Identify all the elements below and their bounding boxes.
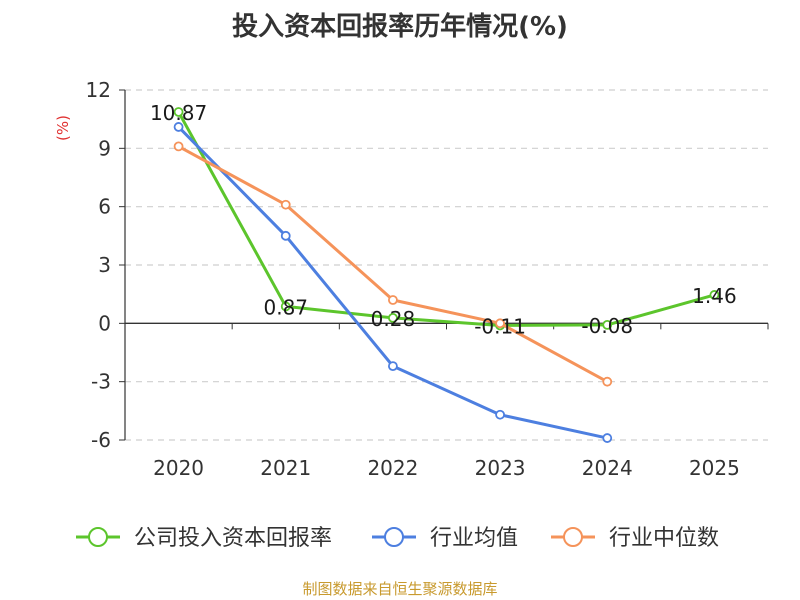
data-point — [602, 433, 613, 443]
y-tick-label: 3 — [98, 253, 111, 277]
data-point — [173, 122, 184, 132]
y-tick-label: 0 — [98, 311, 111, 335]
x-tick-label: 2023 — [475, 456, 526, 480]
chart-title: 投入资本回报率历年情况(%) — [232, 12, 568, 42]
grid-lines — [125, 89, 768, 441]
source-note: 制图数据来自恒生聚源数据库 — [302, 580, 498, 598]
data-point — [173, 107, 184, 117]
x-tick-label: 2022 — [367, 456, 418, 480]
y-tick-label: 6 — [98, 195, 111, 219]
data-point — [709, 290, 720, 300]
series-line-2 — [177, 145, 608, 383]
legend-label: 行业中位数 — [609, 526, 719, 551]
legend-item-2[interactable]: 行业中位数 — [551, 526, 719, 551]
legend-marker — [88, 527, 108, 547]
y-tick-label: -3 — [91, 370, 111, 394]
x-tick-label: 2020 — [153, 456, 204, 480]
data-label: -0.11 — [474, 314, 526, 338]
data-label: 0.28 — [371, 307, 416, 331]
data-label: 0.87 — [263, 295, 308, 319]
legend-marker — [563, 527, 583, 547]
data-labels: 10.87 0.87 0.28 -0.11 -0.08 1.46 — [150, 101, 737, 339]
data-label: 10.87 — [150, 101, 207, 125]
legend-item-0[interactable]: 公司投入资本回报率 — [76, 526, 332, 551]
data-point — [280, 301, 291, 312]
data-point — [495, 409, 505, 420]
legend-label: 行业均值 — [430, 526, 518, 551]
data-point — [495, 318, 505, 329]
series-lines — [173, 107, 720, 443]
data-point — [173, 141, 184, 152]
series-line-0 — [177, 111, 715, 327]
x-tick-label: 2024 — [582, 456, 633, 480]
legend-marker — [384, 527, 404, 547]
data-point — [280, 199, 291, 210]
y-tick-label: 9 — [98, 136, 111, 160]
series-line-1 — [177, 125, 608, 440]
data-point — [280, 230, 291, 241]
data-point — [388, 295, 398, 305]
data-point — [388, 312, 398, 323]
x-tick-label: 2021 — [260, 456, 311, 480]
legend-item-1[interactable]: 行业均值 — [372, 526, 518, 551]
y-tick-label: -6 — [91, 428, 111, 452]
x-tick-label: 2025 — [689, 456, 740, 480]
data-point — [602, 319, 613, 330]
axes: -6 -3 0 3 6 9 12 (%) 2020 2021 2022 2023 2024 2025 — [54, 78, 769, 480]
data-label: 1.46 — [692, 284, 737, 308]
legend[interactable]: 公司投入资本回报率 行业均值 行业中位数 — [76, 526, 719, 551]
data-label: -0.08 — [581, 314, 633, 338]
data-point — [602, 376, 613, 387]
legend-label: 公司投入资本回报率 — [134, 526, 332, 551]
y-tick-label: 12 — [86, 78, 111, 102]
data-point — [388, 361, 398, 372]
y-axis-label: (%) — [54, 115, 72, 141]
